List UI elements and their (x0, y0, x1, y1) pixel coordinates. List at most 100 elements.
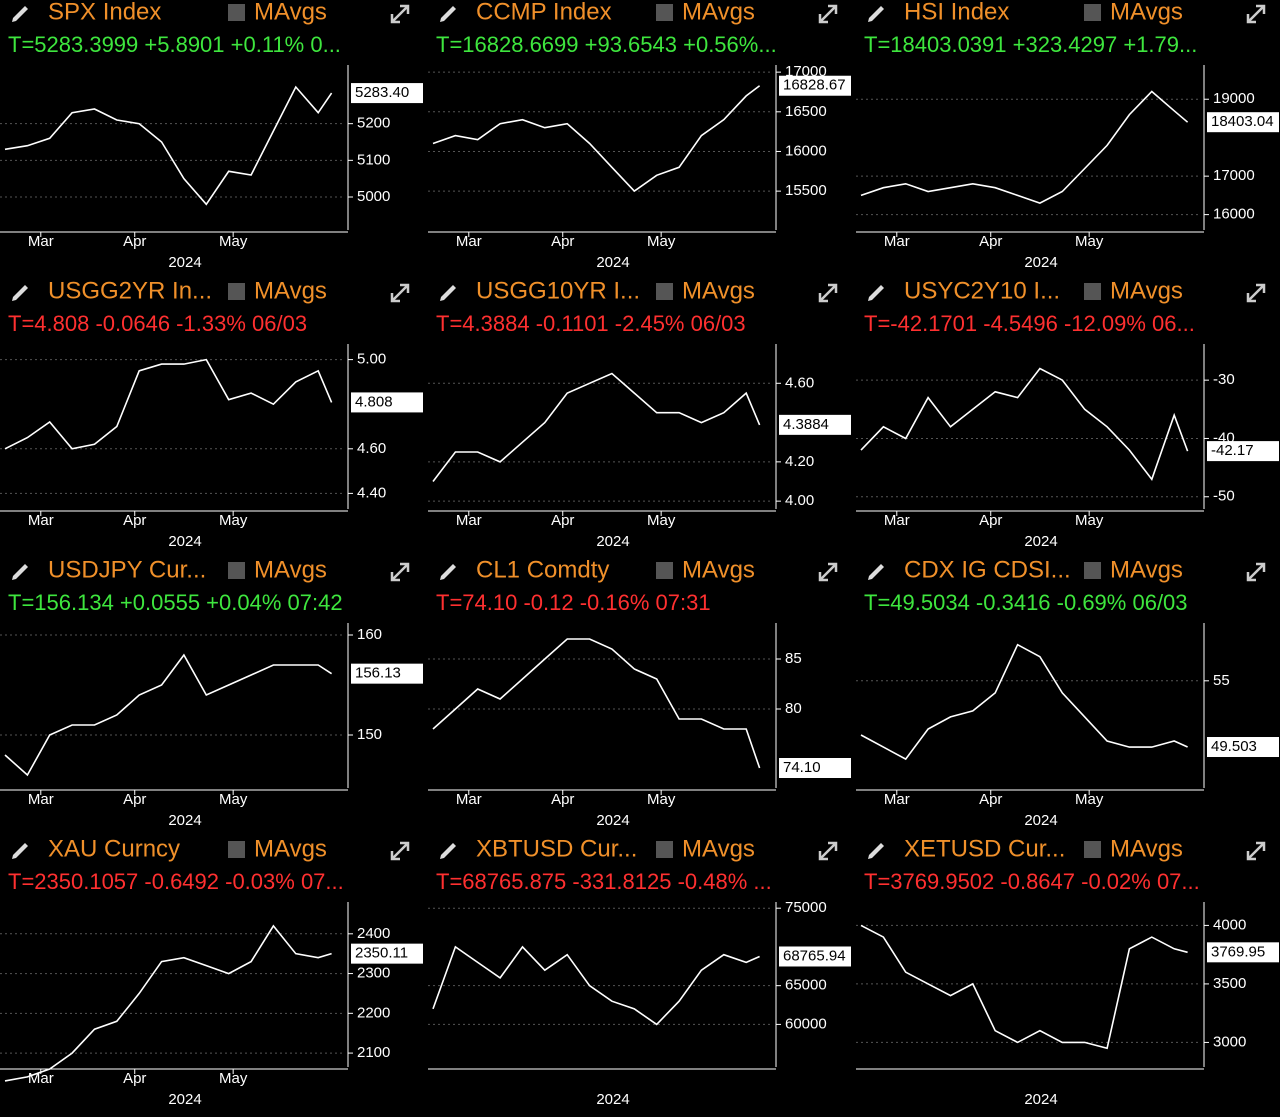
last-value-box (351, 663, 423, 684)
edit-icon[interactable] (868, 564, 884, 580)
x-tick-label: May (219, 1070, 248, 1087)
price-line (860, 924, 1188, 1050)
legend-checkbox[interactable] (228, 562, 245, 579)
y-tick-label: 16500 (785, 103, 827, 120)
edit-icon[interactable] (12, 564, 28, 580)
ticker-title: XAU Curncy (48, 835, 180, 862)
quote: T=3769.9502 -0.8647 -0.02% 07... (864, 869, 1200, 894)
expand-icon[interactable] (1246, 841, 1266, 861)
x-tick-label: Apr (551, 233, 574, 250)
x-axis-label: 2024 (596, 1091, 629, 1108)
y-tick-label: 160 (357, 626, 382, 643)
x-tick-label: May (1075, 233, 1104, 250)
legend-checkbox[interactable] (656, 4, 673, 21)
expand-icon[interactable] (1246, 283, 1266, 303)
x-tick-label: Apr (123, 512, 146, 529)
y-tick-label: 75000 (785, 899, 827, 916)
edit-icon[interactable] (440, 564, 456, 580)
expand-icon[interactable] (818, 283, 838, 303)
edit-icon[interactable] (12, 843, 28, 859)
expand-icon[interactable] (390, 562, 410, 582)
last-value-box (1207, 441, 1279, 462)
edit-icon[interactable] (868, 6, 884, 22)
quote: T=74.10 -0.12 -0.16% 07:31 (436, 590, 711, 615)
x-tick-label: Apr (979, 791, 1002, 808)
legend-label: MAvgs (254, 0, 327, 25)
legend-label: MAvgs (1110, 277, 1183, 304)
y-tick-label: -30 (1213, 371, 1235, 388)
x-tick-label: Apr (979, 233, 1002, 250)
quote: T=5283.3999 +5.8901 +0.11% 0... (8, 32, 341, 57)
legend-checkbox[interactable] (228, 841, 245, 858)
legend-checkbox[interactable] (1084, 841, 1101, 858)
y-tick-label: 60000 (785, 1015, 827, 1032)
expand-icon[interactable] (818, 4, 838, 24)
edit-icon[interactable] (12, 6, 28, 22)
y-tick-label: 3500 (1213, 975, 1246, 992)
x-tick-label: Mar (456, 791, 482, 808)
expand-icon[interactable] (390, 841, 410, 861)
edit-icon[interactable] (12, 285, 28, 301)
edit-icon[interactable] (868, 285, 884, 301)
quote: T=156.134 +0.0555 +0.04% 07:42 (8, 590, 343, 615)
last-value-label: 4.3884 (783, 416, 829, 433)
x-tick-label: Apr (979, 512, 1002, 529)
legend-checkbox[interactable] (228, 4, 245, 21)
expand-icon[interactable] (818, 562, 838, 582)
legend-checkbox[interactable] (656, 562, 673, 579)
y-tick-label: 19000 (1213, 90, 1255, 107)
edit-icon[interactable] (440, 285, 456, 301)
last-value-label: 2350.11 (355, 945, 408, 962)
x-tick-label: Apr (551, 791, 574, 808)
expand-icon[interactable] (818, 841, 838, 861)
ticker-title: USGG10YR I... (476, 277, 640, 304)
legend-checkbox[interactable] (228, 283, 245, 300)
x-axis-label: 2024 (1024, 1091, 1057, 1108)
quote: T=16828.6699 +93.6543 +0.56%... (436, 32, 777, 57)
legend-checkbox[interactable] (1084, 4, 1101, 21)
last-value-box (779, 946, 851, 967)
x-tick-label: Mar (884, 233, 910, 250)
quote: T=18403.0391 +323.4297 +1.79... (864, 32, 1197, 57)
ticker-title: HSI Index (904, 0, 1009, 25)
ticker-title: SPX Index (48, 0, 161, 25)
legend-checkbox[interactable] (656, 283, 673, 300)
edit-icon[interactable] (868, 843, 884, 859)
y-tick-label: 17000 (1213, 167, 1255, 184)
last-value-label: 156.13 (355, 665, 401, 682)
ticker-title: CDX IG CDSI... (904, 556, 1071, 583)
edit-icon[interactable] (440, 843, 456, 859)
edit-icon[interactable] (440, 6, 456, 22)
quote: T=49.5034 -0.3416 -0.69% 06/03 (864, 590, 1188, 615)
y-tick-label: 2300 (357, 965, 390, 982)
price-line (860, 90, 1189, 204)
price-line (432, 638, 761, 769)
legend-label: MAvgs (1110, 556, 1183, 583)
x-axis-label: 2024 (1024, 254, 1057, 271)
expand-icon[interactable] (1246, 562, 1266, 582)
x-tick-label: Mar (28, 791, 54, 808)
last-value-box (1207, 112, 1279, 133)
expand-icon[interactable] (390, 283, 410, 303)
expand-icon[interactable] (1246, 4, 1266, 24)
x-tick-label: May (647, 512, 676, 529)
legend-checkbox[interactable] (1084, 562, 1101, 579)
last-value-box (779, 758, 851, 778)
quote: T=68765.875 -331.8125 -0.48% ... (436, 869, 772, 894)
quote: T=2350.1057 -0.6492 -0.03% 07... (8, 869, 344, 894)
x-tick-label: May (219, 233, 248, 250)
y-tick-label: 4.40 (357, 484, 386, 501)
x-axis-label: 2024 (168, 533, 201, 550)
y-tick-label: 15500 (785, 182, 827, 199)
y-tick-label: 5.00 (357, 351, 386, 368)
legend-checkbox[interactable] (656, 841, 673, 858)
x-tick-label: May (219, 791, 248, 808)
expand-icon[interactable] (390, 4, 410, 24)
x-tick-label: May (647, 791, 676, 808)
legend-label: MAvgs (1110, 835, 1183, 862)
legend-checkbox[interactable] (1084, 283, 1101, 300)
legend-label: MAvgs (682, 277, 755, 304)
last-value-label: 74.10 (783, 759, 821, 776)
quote: T=4.808 -0.0646 -1.33% 06/03 (8, 311, 307, 336)
